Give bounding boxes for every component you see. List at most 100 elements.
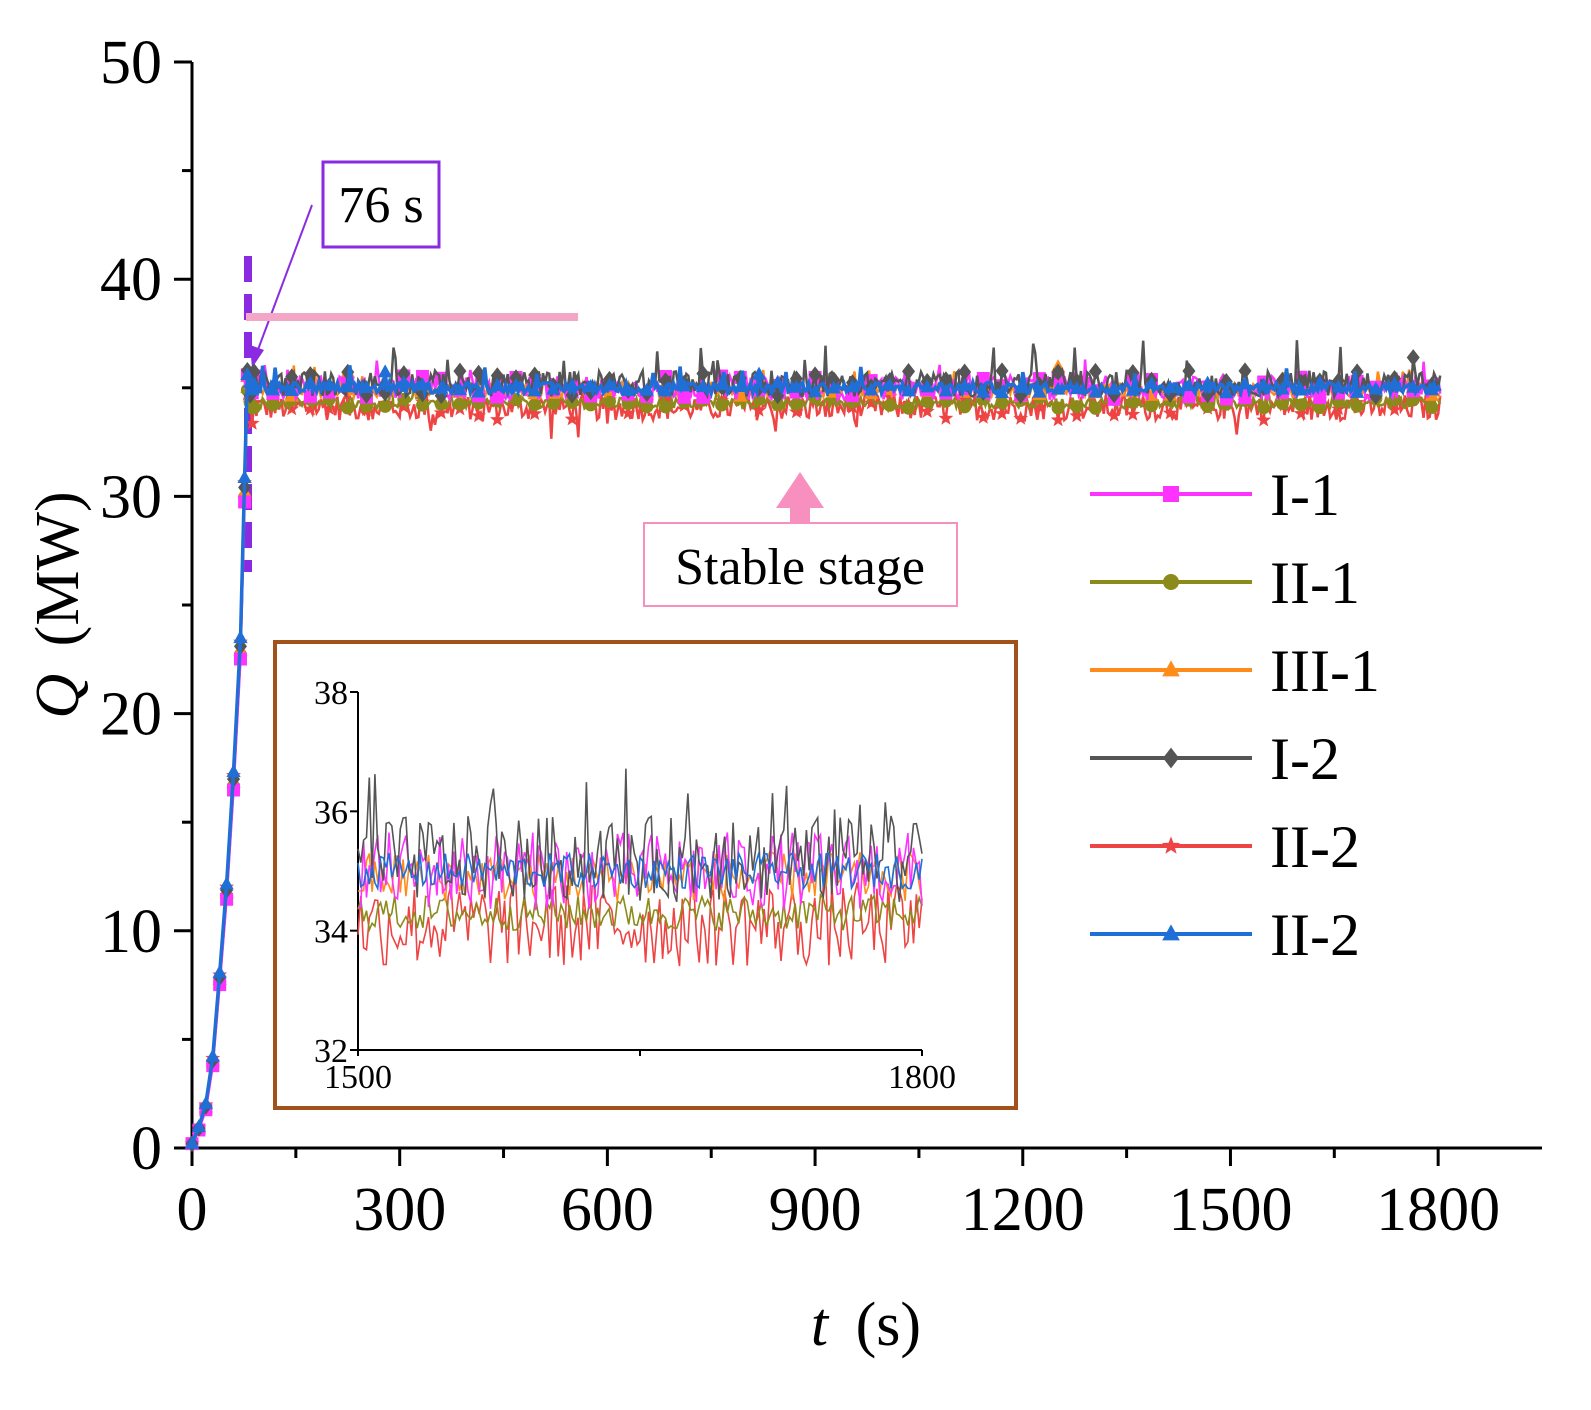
series-marker [714,376,729,390]
inset-y-tick-label: 32 [314,1033,348,1070]
series-marker [546,381,561,395]
x-tick-label: 1500 [1168,1176,1292,1244]
series-marker [995,396,1009,410]
series-marker [621,383,636,397]
series-marker [958,400,972,414]
series-marker [433,405,449,420]
series-marker [957,378,972,392]
series-marker [583,378,598,392]
x-axis-var: t [811,1291,830,1359]
series-marker [1406,379,1421,393]
series-marker [490,367,504,385]
series-marker [659,400,673,414]
series-marker [1125,382,1140,396]
series-marker [359,380,374,394]
series-marker [265,382,281,396]
series-marker [826,380,841,394]
series-marker [527,383,542,397]
legend-label: III-1 [1270,638,1380,704]
series-marker [620,405,636,420]
inset-x-tick-label: 1500 [324,1059,392,1096]
y-tick-label: 20 [100,681,162,749]
series-marker [1312,375,1327,389]
series-marker [733,378,748,392]
series-marker [789,404,804,419]
series-marker [1406,349,1420,366]
series-marker [1144,376,1159,390]
onset-label-box [321,160,441,249]
series-marker [508,377,524,391]
series-marker [191,1119,207,1133]
series-marker [1368,381,1383,395]
series-marker [696,365,710,382]
series-marker [564,377,580,391]
series-marker [994,385,1010,399]
series-marker [1106,407,1122,422]
series-marker [994,406,1010,421]
legend-label: II-2 [1270,902,1360,968]
onset-label: 76 s [338,177,423,234]
series-marker [771,398,785,412]
series-marker [226,764,241,778]
series-marker [321,377,337,391]
series-marker [1032,399,1047,414]
y-tick-label: 10 [100,898,162,966]
series-marker [415,377,430,391]
series-marker [902,362,916,380]
series-marker [247,401,261,415]
series-marker [1387,402,1402,417]
series-marker [1069,381,1084,395]
series-marker [489,411,505,426]
series-marker [882,377,897,391]
series-marker [789,397,803,411]
series-marker [472,364,486,382]
series-marker [602,394,616,408]
series-marker [920,395,934,409]
series-marker [509,392,523,406]
series-marker [1145,399,1159,413]
series-marker [1387,376,1402,390]
series-marker [883,398,897,412]
inset-y-tick-label: 34 [314,914,348,951]
series-marker [1425,401,1439,415]
series-marker [396,374,411,388]
series-marker [303,375,318,389]
series-marker [919,403,935,418]
series-marker [284,401,300,416]
series-marker [1293,405,1309,420]
series-marker [212,964,227,978]
series-marker [975,409,991,424]
series-marker [378,364,393,378]
series-marker [340,379,355,393]
series-marker [920,379,935,393]
stable-label: Stable stage [675,539,925,596]
stable-arrow [776,472,824,528]
series-marker [452,382,468,396]
series-marker [247,376,262,390]
legend-marker [1163,574,1179,590]
series-marker [789,379,804,393]
series-marker [1032,384,1047,398]
ticks: 0 300 600 900 1200 1500 1800 0 10 20 30 40 50 [100,29,1500,1244]
series-marker [1163,380,1178,394]
inset-x-tick-label: 1800 [888,1059,956,1096]
x-axis-unit: (s) [856,1291,921,1359]
series-marker [233,630,248,644]
series-marker [1182,362,1196,380]
x-tick-label: 900 [769,1176,862,1244]
legend-label: I-1 [1270,462,1340,528]
legend-label: II-1 [1270,550,1360,616]
legend-marker [1161,836,1181,854]
series-marker [303,366,317,383]
series-marker [1275,397,1289,411]
series-marker [658,383,673,397]
series-marker [340,386,356,401]
inset-series-line [357,850,923,892]
series-marker [434,380,449,394]
inset-ticks: 32 34 36 38 1500 1800 [314,675,956,1096]
x-tick-label: 1800 [1376,1176,1500,1244]
inset-series [357,768,923,967]
series-marker [1181,378,1197,392]
series-marker [640,400,654,414]
series-marker [205,1048,220,1062]
